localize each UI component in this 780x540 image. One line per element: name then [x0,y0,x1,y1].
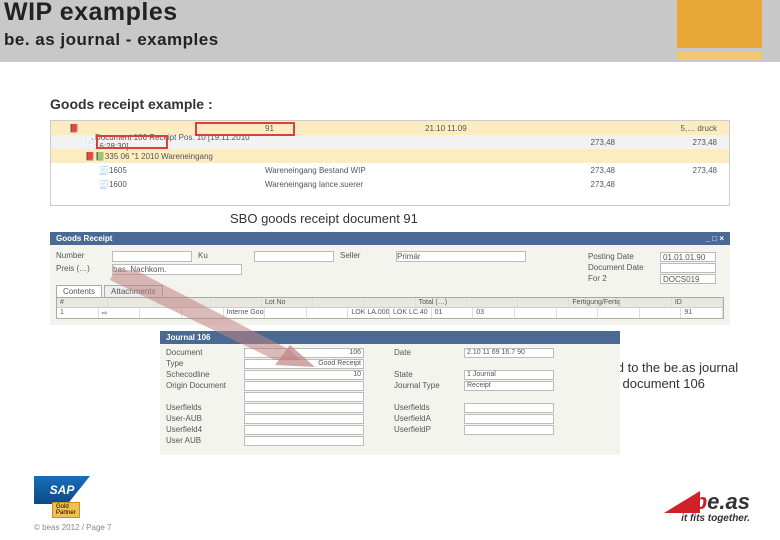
beas-logo: be.as it fits together. [664,489,750,524]
accent-bar [677,52,762,60]
window-titlebar: Goods Receipt_ □ × [50,232,730,245]
tab-contents[interactable]: Contents [56,285,102,297]
tab-attachments[interactable]: Attachments [104,285,162,297]
screenshot-journal: Journal 106 Document106Date2.10 11 69 16… [160,331,620,455]
screenshot-tree-list: 📕 9121.10 11.095,… druck📄 Document 106 R… [50,120,730,206]
accent-box [677,0,762,48]
caption-sbo: SBO goods receipt document 91 [230,211,750,226]
page-subtitle: be. as journal - examples [4,30,219,50]
copyright: © beas 2012 / Page 7 [34,523,112,532]
tree-row: 🧾 1600Wareneingang lance.suerer273,48 [51,177,729,191]
header-band: WIP examples be. as journal - examples [0,0,780,62]
sap-partner-badge: Gold Partner [52,502,80,518]
sap-logo: SAP Gold Partner [34,476,94,518]
window-titlebar: Journal 106 [160,331,620,344]
beas-logo-text: be.as [694,489,750,515]
page-title: WIP examples [4,0,178,27]
screenshot-goods-receipt: Goods Receipt_ □ × NumberKuSellerPrimär … [50,232,730,325]
section-label: Goods receipt example : [50,96,730,112]
tree-row: 📄 Document 106 Receipt Pos. 10 [19.11.20… [51,135,729,149]
tree-row: 🧾 1605Wareneingang Bestand WIP273,48273,… [51,163,729,177]
tree-row [51,191,729,205]
beas-tagline: it fits together. [664,513,750,524]
tree-row: 📕📗 335 06 "1 2010 Wareneingang [51,149,729,163]
sap-logo-text: SAP [34,476,90,504]
